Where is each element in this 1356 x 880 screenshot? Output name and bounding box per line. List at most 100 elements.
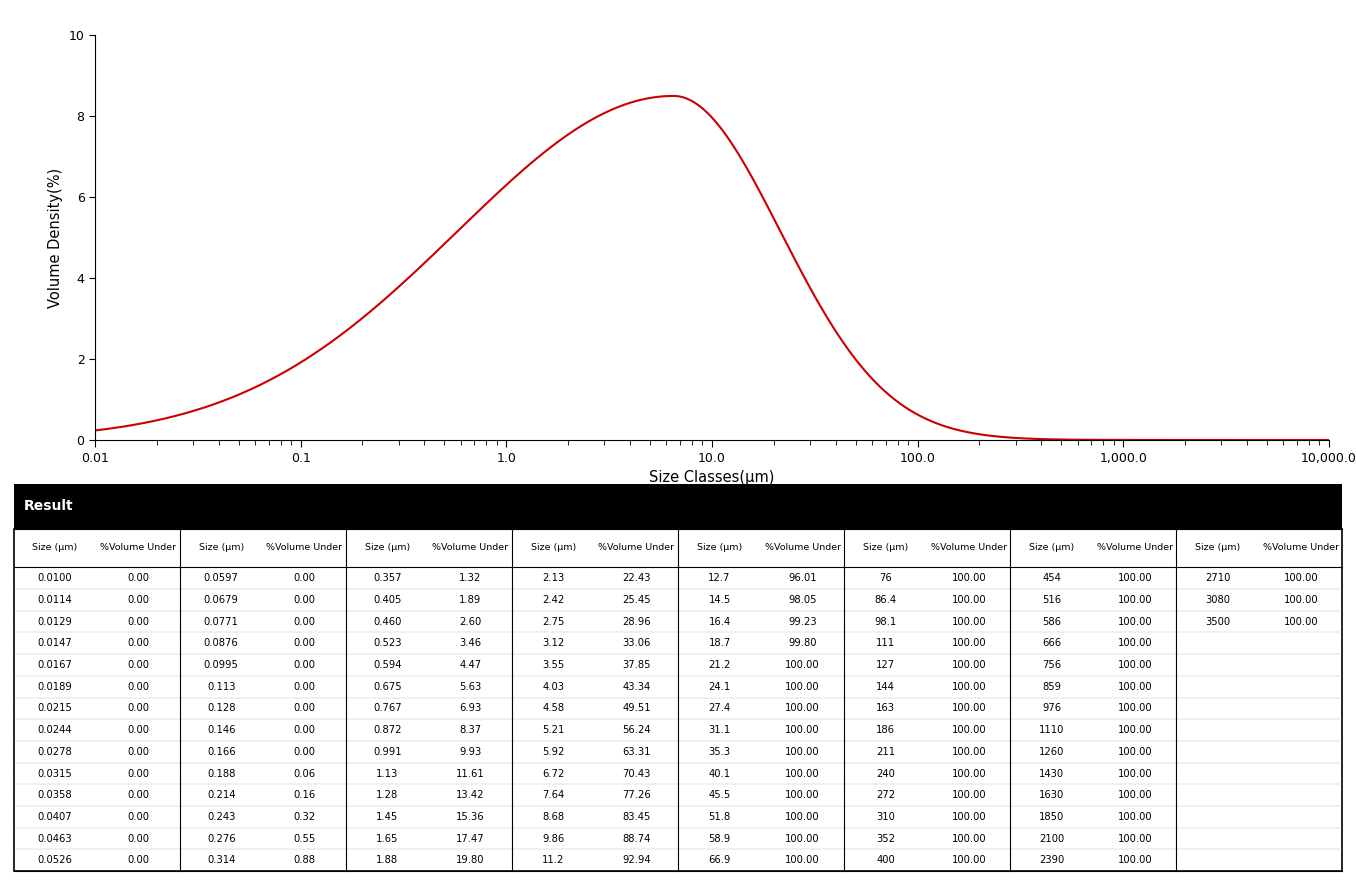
- Text: 0.0407: 0.0407: [38, 812, 72, 822]
- Text: 1.65: 1.65: [376, 833, 399, 844]
- Text: 0.991: 0.991: [373, 747, 401, 757]
- Text: 0.00: 0.00: [293, 725, 315, 735]
- Text: 9.86: 9.86: [542, 833, 564, 844]
- Text: %Volume Under: %Volume Under: [266, 543, 342, 553]
- Text: 100.00: 100.00: [1117, 790, 1153, 800]
- Text: 100.00: 100.00: [952, 747, 986, 757]
- Text: 28.96: 28.96: [622, 617, 651, 627]
- Text: 100.00: 100.00: [785, 790, 820, 800]
- Text: Size (μm): Size (μm): [198, 543, 244, 553]
- Text: 3.55: 3.55: [542, 660, 564, 670]
- Text: 51.8: 51.8: [708, 812, 731, 822]
- Text: 1.45: 1.45: [376, 812, 399, 822]
- Text: 100.00: 100.00: [785, 703, 820, 714]
- Text: 0.0526: 0.0526: [38, 855, 72, 865]
- Text: 0.0114: 0.0114: [38, 595, 72, 605]
- Text: 98.1: 98.1: [875, 617, 896, 627]
- Bar: [14, 484, 1342, 529]
- Text: 0.188: 0.188: [207, 768, 236, 779]
- Text: 586: 586: [1043, 617, 1062, 627]
- Text: 98.05: 98.05: [788, 595, 816, 605]
- Text: 0.55: 0.55: [293, 833, 316, 844]
- Text: 58.9: 58.9: [708, 833, 731, 844]
- Text: %Volume Under: %Volume Under: [1097, 543, 1173, 553]
- Text: 0.166: 0.166: [207, 747, 236, 757]
- Text: 11.2: 11.2: [542, 855, 564, 865]
- Text: 100.00: 100.00: [1117, 682, 1153, 692]
- Text: 100.00: 100.00: [952, 703, 986, 714]
- Text: 99.23: 99.23: [788, 617, 816, 627]
- Text: 100.00: 100.00: [952, 595, 986, 605]
- Text: 1.13: 1.13: [376, 768, 399, 779]
- Text: %Volume Under: %Volume Under: [100, 543, 176, 553]
- Text: 186: 186: [876, 725, 895, 735]
- Text: 31.1: 31.1: [708, 725, 731, 735]
- Text: 100.00: 100.00: [952, 790, 986, 800]
- Text: 37.85: 37.85: [622, 660, 651, 670]
- Text: 100.00: 100.00: [785, 725, 820, 735]
- Text: 100.00: 100.00: [1117, 617, 1153, 627]
- Text: 35.3: 35.3: [708, 747, 731, 757]
- Text: 0.00: 0.00: [127, 833, 149, 844]
- Text: 454: 454: [1043, 573, 1062, 583]
- Text: 0.00: 0.00: [127, 595, 149, 605]
- Text: 0.16: 0.16: [293, 790, 316, 800]
- Text: 666: 666: [1043, 638, 1062, 649]
- Text: 12.7: 12.7: [708, 573, 731, 583]
- Text: 0.00: 0.00: [127, 855, 149, 865]
- Text: 0.00: 0.00: [293, 595, 315, 605]
- Text: 3.12: 3.12: [542, 638, 564, 649]
- Text: 1.32: 1.32: [460, 573, 481, 583]
- Text: 18.7: 18.7: [708, 638, 731, 649]
- Text: 4.58: 4.58: [542, 703, 564, 714]
- Text: 0.214: 0.214: [207, 790, 236, 800]
- Text: 2.75: 2.75: [542, 617, 564, 627]
- Text: 100.00: 100.00: [1117, 638, 1153, 649]
- Text: Size (μm): Size (μm): [1195, 543, 1241, 553]
- Text: 0.00: 0.00: [127, 747, 149, 757]
- Text: 25.45: 25.45: [622, 595, 651, 605]
- Text: 0.00: 0.00: [293, 682, 315, 692]
- Text: 77.26: 77.26: [622, 790, 651, 800]
- Text: 352: 352: [876, 833, 895, 844]
- Text: 21.2: 21.2: [708, 660, 731, 670]
- Text: 0.0771: 0.0771: [203, 617, 239, 627]
- Text: 0.0315: 0.0315: [38, 768, 72, 779]
- Text: 100.00: 100.00: [952, 812, 986, 822]
- Text: 1430: 1430: [1039, 768, 1064, 779]
- Text: 100.00: 100.00: [785, 833, 820, 844]
- Text: 100.00: 100.00: [1117, 747, 1153, 757]
- Text: %Volume Under: %Volume Under: [598, 543, 674, 553]
- Text: 310: 310: [876, 812, 895, 822]
- Text: 100.00: 100.00: [952, 573, 986, 583]
- Text: 0.88: 0.88: [293, 855, 315, 865]
- Text: 99.80: 99.80: [788, 638, 816, 649]
- Text: 100.00: 100.00: [785, 682, 820, 692]
- Text: 0.0100: 0.0100: [38, 573, 72, 583]
- Text: 859: 859: [1043, 682, 1062, 692]
- Text: 1.28: 1.28: [376, 790, 399, 800]
- Text: 0.0129: 0.0129: [38, 617, 72, 627]
- Text: 0.00: 0.00: [293, 638, 315, 649]
- Text: 272: 272: [876, 790, 895, 800]
- Text: 1260: 1260: [1039, 747, 1064, 757]
- Text: 6.93: 6.93: [460, 703, 481, 714]
- Text: 0.00: 0.00: [127, 660, 149, 670]
- Text: %Volume Under: %Volume Under: [433, 543, 508, 553]
- Text: 70.43: 70.43: [622, 768, 651, 779]
- Text: %Volume Under: %Volume Under: [1262, 543, 1338, 553]
- Text: 0.0147: 0.0147: [38, 638, 72, 649]
- Text: 14.5: 14.5: [708, 595, 731, 605]
- Text: 0.0167: 0.0167: [38, 660, 72, 670]
- Text: 1850: 1850: [1039, 812, 1064, 822]
- Text: 1630: 1630: [1039, 790, 1064, 800]
- Text: 16.4: 16.4: [708, 617, 731, 627]
- Text: 92.94: 92.94: [622, 855, 651, 865]
- Text: 100.00: 100.00: [1117, 768, 1153, 779]
- Text: 100.00: 100.00: [1284, 573, 1318, 583]
- Text: 3080: 3080: [1205, 595, 1230, 605]
- Text: 45.5: 45.5: [708, 790, 731, 800]
- Text: 0.0876: 0.0876: [203, 638, 239, 649]
- Text: 0.0995: 0.0995: [203, 660, 239, 670]
- Text: 0.00: 0.00: [127, 768, 149, 779]
